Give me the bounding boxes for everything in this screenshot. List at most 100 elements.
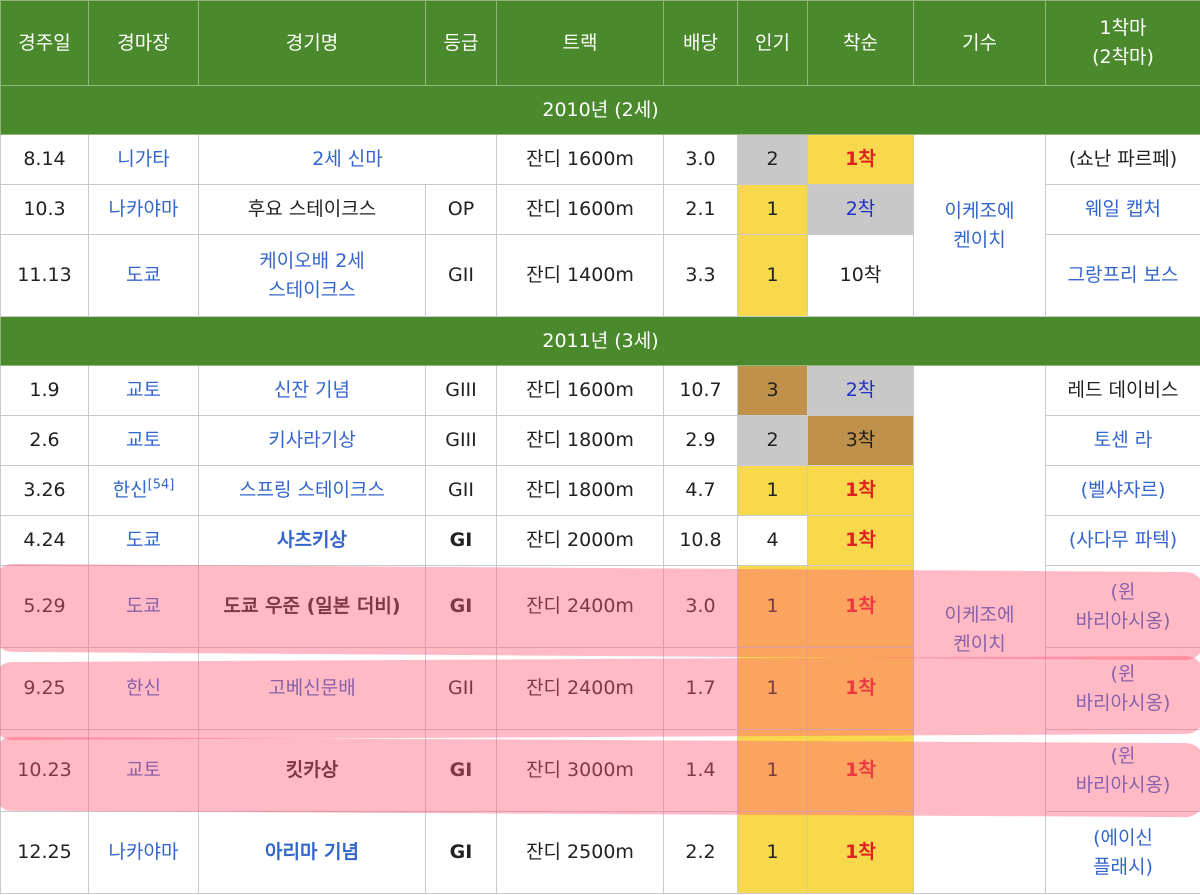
grade: GI (449, 841, 473, 863)
winner[interactable]: (벨샤자르) (1080, 479, 1166, 501)
finish-cell: 1착 (807, 515, 914, 566)
race-name[interactable]: 아리마 기념 (264, 841, 359, 863)
header-cell: 경주일 (0, 0, 89, 86)
finish-cell: 3착 (807, 415, 914, 466)
date-cell: 3.26 (0, 465, 89, 516)
venue-link[interactable]: 교토 (126, 379, 161, 401)
winner-line[interactable]: (윈 (1110, 744, 1136, 767)
track-cell: 잔디 1400m (496, 234, 664, 317)
venue-cell: 도쿄 (88, 515, 199, 566)
venue-link[interactable]: 니가타 (117, 148, 170, 170)
track-cell: 잔디 2400m (496, 565, 664, 648)
venue-link[interactable]: 교토 (126, 429, 161, 451)
jockey-link-line[interactable]: 이케조에 (944, 603, 1015, 626)
race-name-line[interactable]: 스테이크스 (268, 278, 356, 301)
race-row: 3.26 한신[54] 스프링 스테이크스 GII 잔디 1800m 4.7 1 1착 (벨샤자… (0, 465, 1200, 516)
popularity-cell: 1 (737, 565, 808, 648)
popularity: 3 (766, 379, 779, 401)
venue-link[interactable]: 도쿄 (126, 264, 161, 286)
venue-link[interactable]: 나카야마 (108, 198, 179, 220)
race-name[interactable]: 고베신문배 (268, 677, 356, 699)
jockey-link-line[interactable]: 이케조에 (944, 199, 1015, 222)
winner-line[interactable]: 플래시) (1093, 855, 1153, 878)
odds: 4.7 (685, 479, 716, 501)
winner[interactable]: 웨일 캡처 (1085, 198, 1161, 220)
odds: 1.4 (685, 759, 716, 781)
race-name[interactable]: 키사라기상 (268, 429, 356, 451)
odds: 3.0 (685, 595, 716, 617)
header-text: 기수 (962, 31, 997, 54)
finish-cell: 2착 (807, 365, 914, 416)
finish: 1착 (845, 148, 876, 170)
popularity-cell: 4 (737, 515, 808, 566)
winner-line[interactable]: (윈 (1110, 662, 1136, 685)
race-cell: 아리마 기념 (198, 811, 426, 894)
winner-line[interactable]: 바리아시옹) (1075, 691, 1171, 714)
header-text-line: 1착마 (1099, 17, 1147, 39)
track-cell: 잔디 3000m (496, 729, 664, 812)
race-row: 11.13 도쿄 케이오배 2세 스테이크스 GII 잔디 1400m 3.3 1 10착 그랑프… (0, 234, 1200, 317)
odds-cell: 1.4 (663, 729, 738, 812)
section-cell: 2011년 (3세) (0, 316, 1200, 366)
winner[interactable]: 토센 라 (1093, 429, 1153, 451)
date: 10.23 (17, 759, 72, 781)
popularity: 1 (766, 479, 779, 501)
race-cell: 키사라기상 (198, 415, 426, 466)
venue-cell: 도쿄 (88, 565, 199, 648)
venue-link[interactable]: 도쿄 (126, 529, 161, 551)
venue-link[interactable]: 나카야마 (108, 841, 179, 863)
race-name[interactable]: 사츠키상 (277, 529, 347, 551)
winner-line[interactable]: (에이신 (1093, 826, 1153, 849)
odds: 2.2 (685, 841, 716, 863)
popularity: 1 (766, 264, 779, 286)
winner-line[interactable]: (윈 (1110, 580, 1136, 603)
track-cell: 잔디 1600m (496, 134, 664, 185)
popularity-cell: 2 (737, 134, 808, 185)
venue-cell: 도쿄 (88, 234, 199, 317)
odds-cell: 3.0 (663, 134, 738, 185)
race-row: 2.6 교토 키사라기상 GIII 잔디 1800m 2.9 2 3착 토센 라 (0, 415, 1200, 466)
winner[interactable]: (사다무 파텍) (1068, 529, 1178, 551)
grade-cell: GI (425, 729, 497, 812)
venue-link[interactable]: 한신 (112, 479, 148, 501)
winner[interactable]: 그랑프리 보스 (1067, 264, 1179, 286)
grade: GII (448, 479, 474, 501)
finish-cell: 2착 (807, 184, 914, 235)
race-row: 8.14 니가타 2세 신마 잔디 1600m 3.0 2 1착 이케조에 켄이치 (쇼난 파르페… (0, 134, 1200, 317)
venue-link[interactable]: 교토 (126, 759, 161, 781)
jockey-link-line[interactable]: 켄이치 (953, 228, 1006, 251)
race-name[interactable]: 2세 신마 (312, 148, 383, 170)
grade-cell: GIII (425, 365, 497, 416)
grade-cell: GI (425, 515, 497, 566)
grade: GIII (445, 379, 477, 401)
winner-line[interactable]: 바리아시옹) (1075, 773, 1171, 796)
race-name-line[interactable]: 케이오배 2세 (259, 249, 365, 272)
race-name[interactable]: 신잔 기념 (274, 379, 350, 401)
track-cell: 잔디 1800m (496, 415, 664, 466)
winner-cell: 웨일 캡처 (1045, 184, 1200, 235)
footnote[interactable]: [54] (147, 477, 175, 493)
winner-line[interactable]: 바리아시옹) (1075, 609, 1171, 632)
track: 잔디 1600m (526, 148, 634, 170)
race-cell: 스프링 스테이크스 (198, 465, 426, 516)
venue-link[interactable]: 한신 (126, 677, 161, 699)
track-cell: 잔디 1600m (496, 184, 664, 235)
header-text-line: (2착마) (1092, 46, 1154, 68)
race-row: 1.9 교토 신잔 기념 GIII 잔디 1600m 10.7 3 2착 이케조에 켄이치 레드 데… (0, 365, 1200, 894)
jockey-link-line[interactable]: 켄이치 (953, 632, 1006, 655)
race-name[interactable]: 스프링 스테이크스 (239, 479, 385, 501)
header-cell: 등급 (425, 0, 497, 86)
header-text: 배당 (683, 31, 718, 54)
venue-link[interactable]: 도쿄 (126, 595, 161, 617)
race-cell: 킷카상 (198, 729, 426, 812)
venue-cell: 한신 (88, 647, 199, 730)
header-cell: 트랙 (496, 0, 664, 86)
odds: 3.0 (685, 148, 716, 170)
finish-cell: 1착 (807, 465, 914, 516)
